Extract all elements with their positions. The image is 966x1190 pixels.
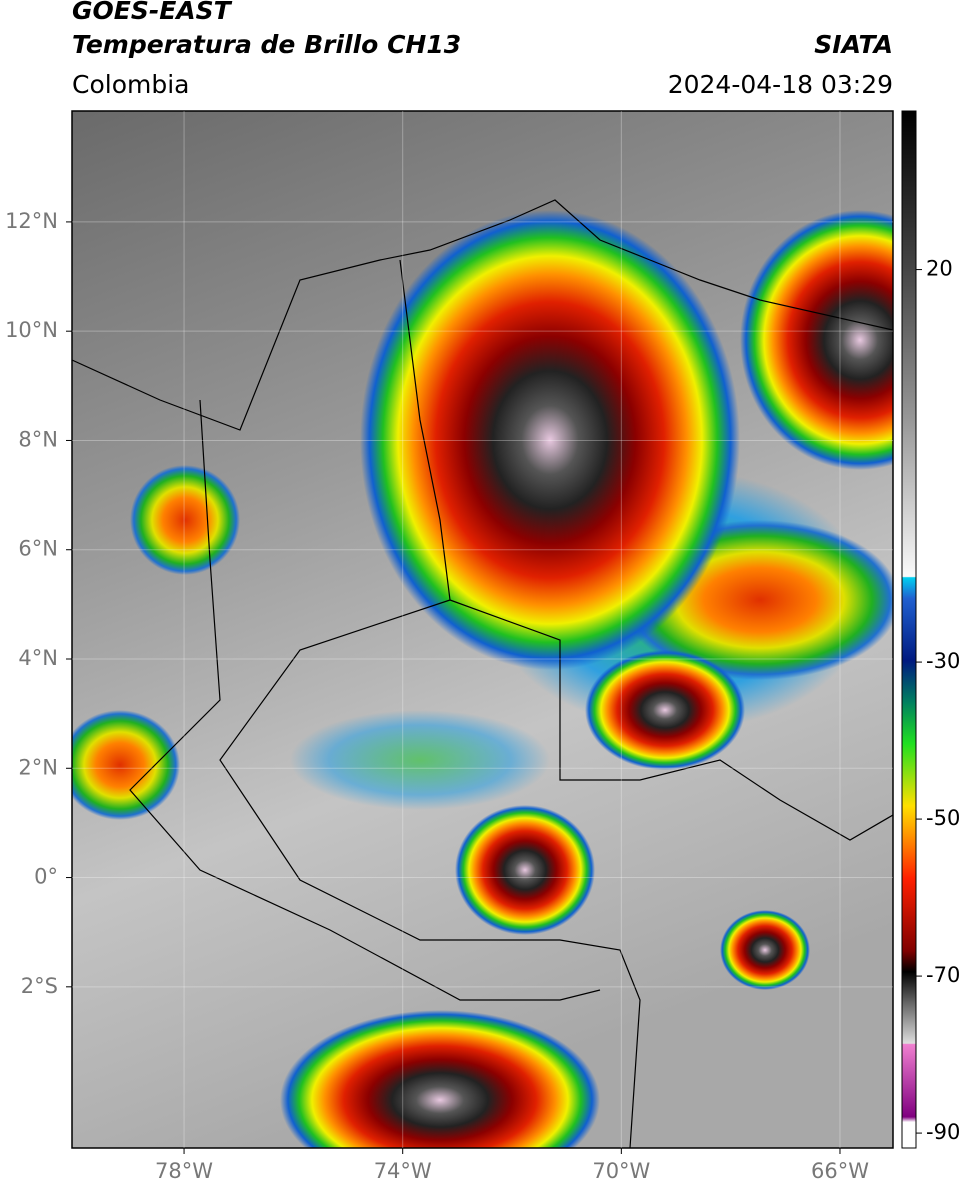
y-tick-label: 6°N <box>18 537 58 561</box>
y-tick-label: 4°N <box>18 646 58 670</box>
imagery <box>72 111 893 1148</box>
storm <box>130 465 240 575</box>
storm <box>740 210 893 470</box>
storm <box>585 650 745 770</box>
colorbar-tick-label: 20 <box>926 257 953 281</box>
source: SIATA <box>814 30 893 59</box>
colorbar-tick-label: -90 <box>926 1120 960 1144</box>
x-tick-label: 78°W <box>155 1159 213 1183</box>
y-tick-label: 8°N <box>18 427 58 451</box>
storm <box>360 210 740 670</box>
storm <box>455 805 595 935</box>
x-tick-label: 66°W <box>811 1159 869 1183</box>
map-frame <box>71 110 894 1149</box>
borders <box>72 199 893 1148</box>
storm <box>280 1010 600 1148</box>
y-tick-label: 2°N <box>18 755 58 779</box>
cloud <box>290 710 550 810</box>
storm <box>720 910 810 990</box>
y-tick-label: 12°N <box>5 209 58 233</box>
region: Colombia <box>72 70 190 99</box>
colorbar-tick-label: -30 <box>926 649 960 673</box>
timestamp: 2024-04-18 03:29 <box>667 70 893 99</box>
colorbar-tick-label: -50 <box>926 806 960 830</box>
y-tick-label: 0° <box>34 865 58 889</box>
title-2: Temperatura de Brillo CH13 <box>72 30 462 59</box>
storm <box>72 710 180 820</box>
colorbar-tick-label: -70 <box>926 963 960 987</box>
y-tick-label: 10°N <box>5 318 58 342</box>
y-tick-label: 2°S <box>21 974 58 998</box>
x-tick-label: 70°W <box>592 1159 650 1183</box>
colorbar <box>901 110 917 1149</box>
x-tick-label: 74°W <box>374 1159 432 1183</box>
title-1: GOES-EAST <box>72 0 231 25</box>
